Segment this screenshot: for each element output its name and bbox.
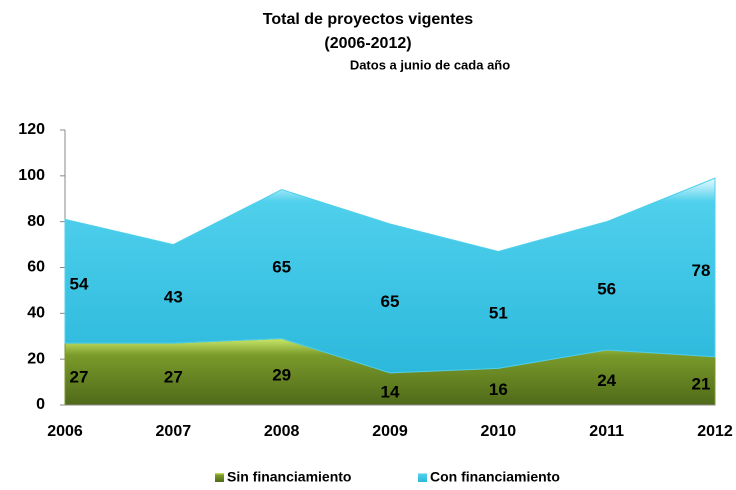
- x-tick-label: 2007: [156, 423, 192, 440]
- legend-swatch: [215, 473, 224, 482]
- y-tick-label: 0: [36, 396, 45, 413]
- y-tick-label: 40: [27, 305, 45, 322]
- x-tick-label: 2010: [481, 423, 517, 440]
- x-tick-label: 2008: [264, 423, 300, 440]
- data-label: 14: [381, 382, 400, 401]
- data-label: 27: [164, 368, 183, 387]
- x-tick-label: 2009: [372, 423, 408, 440]
- data-label: 65: [272, 258, 291, 277]
- chart-title: Total de proyectos vigentes: [263, 11, 474, 28]
- data-label: 24: [597, 371, 616, 390]
- data-label: 65: [381, 292, 400, 311]
- legend-swatch: [418, 473, 427, 482]
- data-label: 21: [692, 374, 711, 393]
- legend-label: Sin financiamiento: [227, 469, 351, 485]
- x-tick-label: 2011: [589, 423, 624, 440]
- data-label: 43: [164, 287, 183, 306]
- y-tick-label: 20: [27, 350, 45, 367]
- y-tick-label: 100: [18, 167, 45, 184]
- y-tick-label: 120: [18, 121, 45, 138]
- y-tick-label: 80: [27, 213, 45, 230]
- data-label: 16: [489, 380, 508, 399]
- data-label: 27: [70, 368, 89, 387]
- x-tick-label: 2012: [697, 423, 733, 440]
- data-label: 54: [70, 275, 89, 294]
- data-label: 51: [489, 303, 508, 322]
- data-label: 78: [692, 261, 711, 280]
- y-tick-label: 60: [27, 259, 45, 276]
- data-label: 29: [272, 365, 291, 384]
- chart-subtitle: (2006-2012): [324, 35, 411, 52]
- x-tick-label: 2006: [47, 423, 83, 440]
- legend-label: Con financiamiento: [430, 469, 560, 485]
- chart-annotation: Datos a junio de cada año: [350, 57, 510, 72]
- data-label: 56: [597, 279, 616, 298]
- area: [64, 177, 716, 374]
